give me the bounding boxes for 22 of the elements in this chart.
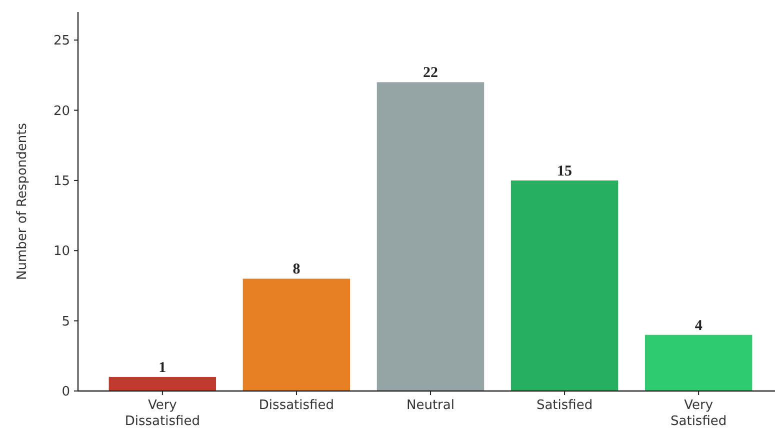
bar: [644, 334, 752, 391]
bar: [108, 376, 216, 391]
bar: [242, 278, 350, 391]
data-label: 15: [557, 163, 572, 180]
y-tick-label: 10: [53, 244, 70, 260]
x-tick-label: Very Satisfied: [670, 398, 727, 429]
y-tick-label: 25: [53, 34, 70, 49]
data-label: 4: [694, 318, 703, 334]
y-tick-label: 0: [62, 384, 70, 400]
data-label: 22: [423, 65, 438, 82]
y-tick-label: 15: [53, 174, 70, 189]
data-label: 1: [158, 360, 166, 376]
bar: [510, 180, 618, 391]
x-tick-label: Neutral: [406, 398, 454, 413]
x-tick-label: Very Dissatisfied: [124, 398, 200, 429]
y-tick-label: 5: [62, 314, 70, 330]
y-axis-title: Number of Respondents: [15, 122, 30, 280]
bar: [376, 82, 484, 391]
y-tick-label: 20: [53, 104, 70, 119]
data-label: 8: [292, 262, 300, 278]
x-tick-label: Satisfied: [536, 398, 593, 413]
x-tick-label: Dissatisfied: [258, 398, 334, 413]
